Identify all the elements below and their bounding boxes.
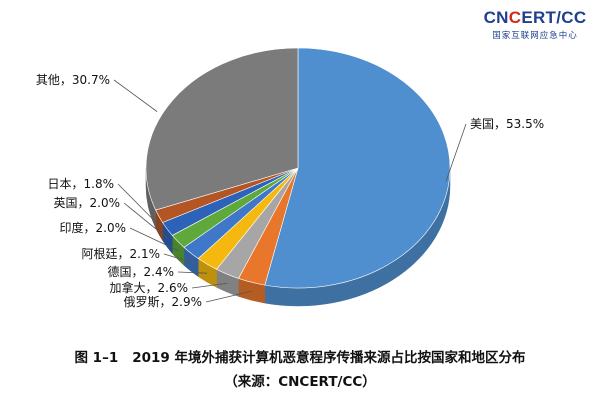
- pie-labels: 美国，53.5% 俄罗斯，2.9%加拿大，2.6%德国，2.4% 阿根廷，2.1% 印…: [36, 73, 544, 309]
- slice-0: [264, 47, 451, 289]
- slice-8: [145, 47, 299, 211]
- slice-0-label: 美国，53.5%: [470, 117, 544, 131]
- slice-5-leader-line: [129, 227, 179, 251]
- slice-4-label: 阿根廷，2.1%: [82, 247, 161, 261]
- figure-caption: 图 1–1 2019 年境外捕获计算机恶意程序传播来源占比按国家和地区分布: [0, 346, 600, 366]
- slice-8-label: 其他，30.7%: [36, 73, 110, 87]
- slice-3-label: 德国，2.4%: [108, 264, 175, 279]
- logo-wordmark: CNCERT/CC: [483, 8, 587, 27]
- slice-2-leader-line: [191, 282, 228, 289]
- figure-title: 2019 年境外捕获计算机恶意程序传播来源占比按国家和地区分布: [132, 350, 526, 366]
- slice-7-label: 日本，1.8%: [48, 177, 115, 191]
- slice-6-label: 英国，2.0%: [54, 196, 121, 210]
- logo-subtitle: 国家互联网应急中心: [492, 31, 578, 41]
- slice-7-leader-line: [117, 183, 160, 226]
- slice-1-label: 俄罗斯，2.9%: [124, 295, 203, 309]
- slice-0-leader-line: [445, 123, 467, 182]
- figure-source: （来源：CNCERT/CC）: [224, 374, 376, 390]
- slice-3-leader-line: [177, 271, 208, 274]
- pie-slices: [145, 47, 451, 307]
- figure-number: 图 1–1: [74, 350, 119, 366]
- slice-8-leader-line: [113, 79, 158, 112]
- slice-2-label: 加拿大，2.6%: [110, 280, 189, 295]
- slice-6-leader-line: [123, 202, 168, 239]
- slice-5-label: 印度，2.0%: [60, 220, 127, 235]
- slice-4-leader-line: [163, 253, 191, 263]
- slice-1-leader-line: [205, 290, 252, 303]
- cncert-logo: CNCERT/CC 国家互联网应急中心: [480, 8, 590, 41]
